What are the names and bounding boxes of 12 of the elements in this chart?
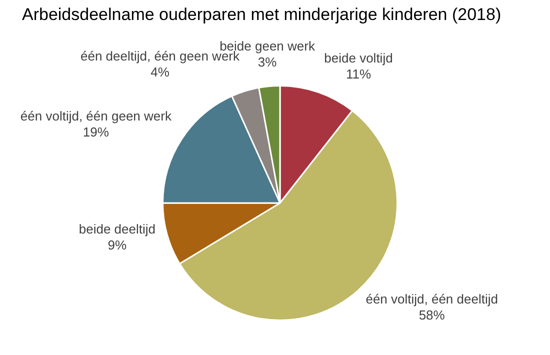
data-label: 11% — [346, 66, 372, 82]
slice-label: beide voltijd — [324, 50, 393, 66]
slice-label: beide geen werk — [220, 38, 316, 54]
data-label: 9% — [108, 237, 128, 252]
slice-label: beide deeltijd — [78, 221, 156, 236]
slice-label: één voltijd, één deeltijd — [366, 291, 498, 306]
slice-label: één voltijd, één geen werk — [20, 108, 172, 124]
data-label: 3% — [258, 54, 278, 70]
data-label: 19% — [82, 124, 110, 140]
data-label: 4% — [150, 64, 170, 80]
data-label: 58% — [418, 307, 446, 322]
chart-title: Arbeidsdeelname ouderparen met minderjarige kinderen (2018) — [21, 4, 502, 26]
